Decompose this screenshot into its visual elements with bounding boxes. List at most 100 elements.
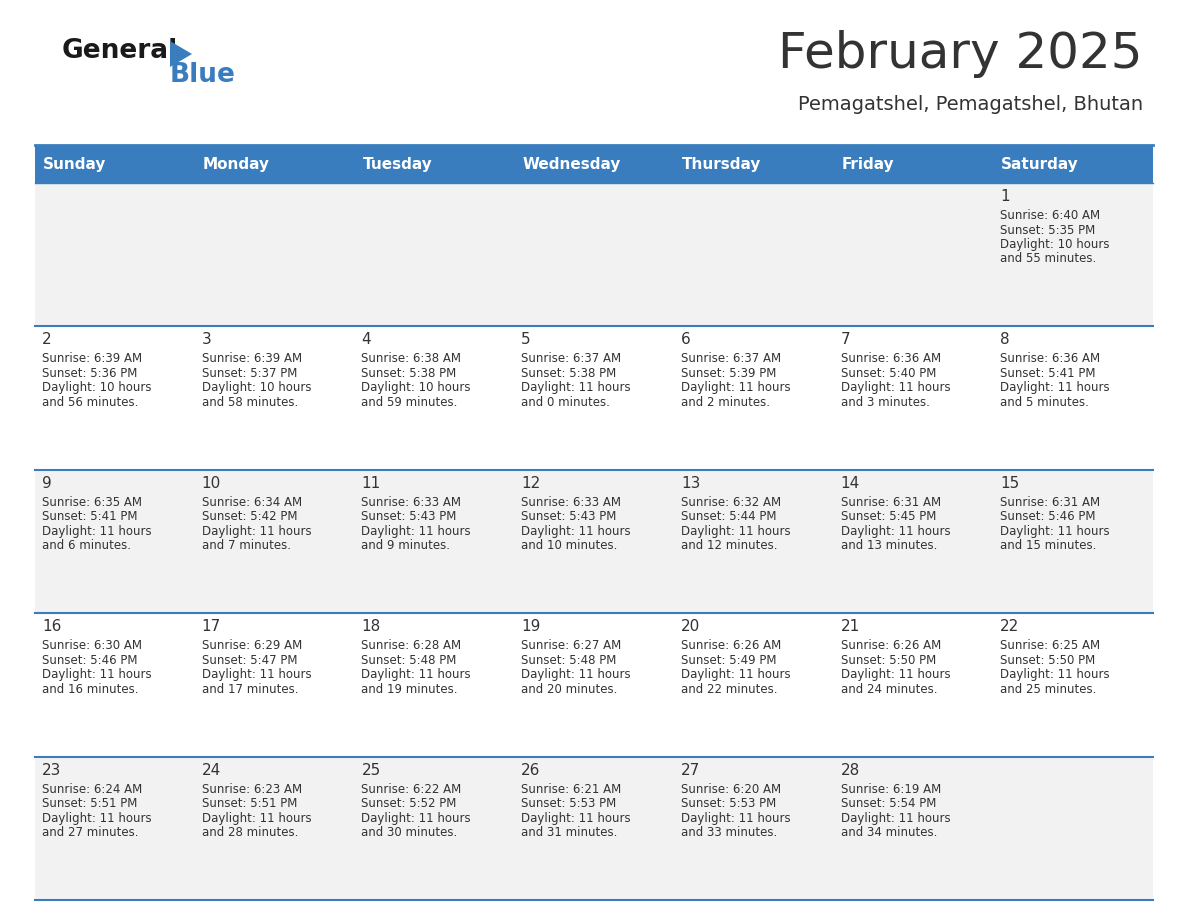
Text: Sunset: 5:51 PM: Sunset: 5:51 PM	[42, 797, 138, 810]
Text: Sunset: 5:46 PM: Sunset: 5:46 PM	[42, 654, 138, 666]
Text: Sunrise: 6:19 AM: Sunrise: 6:19 AM	[841, 783, 941, 796]
Text: Friday: Friday	[841, 156, 895, 172]
Text: 25: 25	[361, 763, 380, 778]
Text: Daylight: 11 hours: Daylight: 11 hours	[681, 812, 790, 824]
Text: Sunrise: 6:22 AM: Sunrise: 6:22 AM	[361, 783, 462, 796]
Text: Sunrise: 6:21 AM: Sunrise: 6:21 AM	[522, 783, 621, 796]
Text: and 9 minutes.: and 9 minutes.	[361, 539, 450, 553]
Text: Daylight: 10 hours: Daylight: 10 hours	[42, 381, 152, 395]
Text: Sunset: 5:51 PM: Sunset: 5:51 PM	[202, 797, 297, 810]
Text: Sunrise: 6:31 AM: Sunrise: 6:31 AM	[1000, 496, 1100, 509]
Text: Sunset: 5:48 PM: Sunset: 5:48 PM	[522, 654, 617, 666]
Text: Sunrise: 6:25 AM: Sunrise: 6:25 AM	[1000, 639, 1100, 652]
Text: Daylight: 11 hours: Daylight: 11 hours	[681, 668, 790, 681]
Text: Daylight: 11 hours: Daylight: 11 hours	[42, 525, 152, 538]
Text: and 55 minutes.: and 55 minutes.	[1000, 252, 1097, 265]
Text: February 2025: February 2025	[778, 30, 1143, 78]
Text: Wednesday: Wednesday	[523, 156, 620, 172]
Text: 11: 11	[361, 476, 380, 491]
Text: and 27 minutes.: and 27 minutes.	[42, 826, 139, 839]
Text: 19: 19	[522, 620, 541, 634]
Text: Daylight: 11 hours: Daylight: 11 hours	[202, 668, 311, 681]
Text: and 5 minutes.: and 5 minutes.	[1000, 396, 1089, 409]
Text: Daylight: 11 hours: Daylight: 11 hours	[841, 668, 950, 681]
Text: Sunrise: 6:33 AM: Sunrise: 6:33 AM	[522, 496, 621, 509]
Text: Sunrise: 6:35 AM: Sunrise: 6:35 AM	[42, 496, 143, 509]
Text: Sunset: 5:53 PM: Sunset: 5:53 PM	[522, 797, 617, 810]
Text: Sunset: 5:35 PM: Sunset: 5:35 PM	[1000, 223, 1095, 237]
Text: Daylight: 11 hours: Daylight: 11 hours	[1000, 668, 1110, 681]
Text: 17: 17	[202, 620, 221, 634]
Text: Sunrise: 6:30 AM: Sunrise: 6:30 AM	[42, 639, 143, 652]
Text: Sunrise: 6:36 AM: Sunrise: 6:36 AM	[1000, 353, 1100, 365]
Text: 27: 27	[681, 763, 700, 778]
Text: Sunset: 5:38 PM: Sunset: 5:38 PM	[361, 367, 456, 380]
Text: and 16 minutes.: and 16 minutes.	[42, 683, 139, 696]
Text: Daylight: 11 hours: Daylight: 11 hours	[681, 381, 790, 395]
Text: Sunset: 5:40 PM: Sunset: 5:40 PM	[841, 367, 936, 380]
Text: Sunset: 5:39 PM: Sunset: 5:39 PM	[681, 367, 776, 380]
Text: and 34 minutes.: and 34 minutes.	[841, 826, 937, 839]
Text: Daylight: 11 hours: Daylight: 11 hours	[522, 812, 631, 824]
Text: Sunset: 5:44 PM: Sunset: 5:44 PM	[681, 510, 776, 523]
Bar	[34, 756, 1154, 900]
Text: 14: 14	[841, 476, 860, 491]
Text: 28: 28	[841, 763, 860, 778]
Text: 12: 12	[522, 476, 541, 491]
Text: 2: 2	[42, 332, 51, 347]
Text: 24: 24	[202, 763, 221, 778]
Text: Daylight: 11 hours: Daylight: 11 hours	[841, 812, 950, 824]
Text: 15: 15	[1000, 476, 1019, 491]
Text: Sunset: 5:41 PM: Sunset: 5:41 PM	[42, 510, 138, 523]
Text: Daylight: 11 hours: Daylight: 11 hours	[1000, 525, 1110, 538]
Text: Sunrise: 6:28 AM: Sunrise: 6:28 AM	[361, 639, 462, 652]
Text: 18: 18	[361, 620, 380, 634]
Text: Sunset: 5:53 PM: Sunset: 5:53 PM	[681, 797, 776, 810]
Text: Sunrise: 6:29 AM: Sunrise: 6:29 AM	[202, 639, 302, 652]
Text: Sunset: 5:41 PM: Sunset: 5:41 PM	[1000, 367, 1095, 380]
Text: 20: 20	[681, 620, 700, 634]
Text: Daylight: 11 hours: Daylight: 11 hours	[361, 668, 472, 681]
Text: Daylight: 11 hours: Daylight: 11 hours	[522, 381, 631, 395]
Text: Daylight: 11 hours: Daylight: 11 hours	[42, 812, 152, 824]
Text: and 58 minutes.: and 58 minutes.	[202, 396, 298, 409]
Text: Monday: Monday	[203, 156, 270, 172]
Text: Sunrise: 6:26 AM: Sunrise: 6:26 AM	[841, 639, 941, 652]
Text: Sunset: 5:46 PM: Sunset: 5:46 PM	[1000, 510, 1095, 523]
Text: Sunset: 5:42 PM: Sunset: 5:42 PM	[202, 510, 297, 523]
Text: Daylight: 11 hours: Daylight: 11 hours	[841, 525, 950, 538]
Text: Pemagatshel, Pemagatshel, Bhutan: Pemagatshel, Pemagatshel, Bhutan	[798, 95, 1143, 114]
Text: 26: 26	[522, 763, 541, 778]
Text: Sunrise: 6:27 AM: Sunrise: 6:27 AM	[522, 639, 621, 652]
Text: and 17 minutes.: and 17 minutes.	[202, 683, 298, 696]
Text: Daylight: 11 hours: Daylight: 11 hours	[202, 812, 311, 824]
Text: Sunrise: 6:38 AM: Sunrise: 6:38 AM	[361, 353, 461, 365]
Text: and 10 minutes.: and 10 minutes.	[522, 539, 618, 553]
Bar	[34, 145, 1154, 183]
Text: Sunset: 5:36 PM: Sunset: 5:36 PM	[42, 367, 138, 380]
Text: Daylight: 10 hours: Daylight: 10 hours	[1000, 238, 1110, 251]
Text: Thursday: Thursday	[682, 156, 762, 172]
Text: and 12 minutes.: and 12 minutes.	[681, 539, 777, 553]
Text: Sunset: 5:43 PM: Sunset: 5:43 PM	[361, 510, 457, 523]
Bar	[34, 327, 1154, 470]
Text: Tuesday: Tuesday	[362, 156, 432, 172]
Text: Daylight: 11 hours: Daylight: 11 hours	[841, 381, 950, 395]
Text: and 7 minutes.: and 7 minutes.	[202, 539, 291, 553]
Text: and 0 minutes.: and 0 minutes.	[522, 396, 609, 409]
Text: and 6 minutes.: and 6 minutes.	[42, 539, 131, 553]
Text: Sunday: Sunday	[43, 156, 107, 172]
Text: Sunset: 5:50 PM: Sunset: 5:50 PM	[1000, 654, 1095, 666]
Text: Sunset: 5:52 PM: Sunset: 5:52 PM	[361, 797, 457, 810]
Text: Sunset: 5:49 PM: Sunset: 5:49 PM	[681, 654, 776, 666]
Text: Daylight: 11 hours: Daylight: 11 hours	[42, 668, 152, 681]
Text: and 20 minutes.: and 20 minutes.	[522, 683, 618, 696]
Text: 3: 3	[202, 332, 211, 347]
Text: and 13 minutes.: and 13 minutes.	[841, 539, 937, 553]
Text: Daylight: 11 hours: Daylight: 11 hours	[522, 525, 631, 538]
Text: and 28 minutes.: and 28 minutes.	[202, 826, 298, 839]
Text: and 15 minutes.: and 15 minutes.	[1000, 539, 1097, 553]
Text: Daylight: 11 hours: Daylight: 11 hours	[361, 525, 472, 538]
Text: Daylight: 10 hours: Daylight: 10 hours	[202, 381, 311, 395]
Text: and 59 minutes.: and 59 minutes.	[361, 396, 457, 409]
